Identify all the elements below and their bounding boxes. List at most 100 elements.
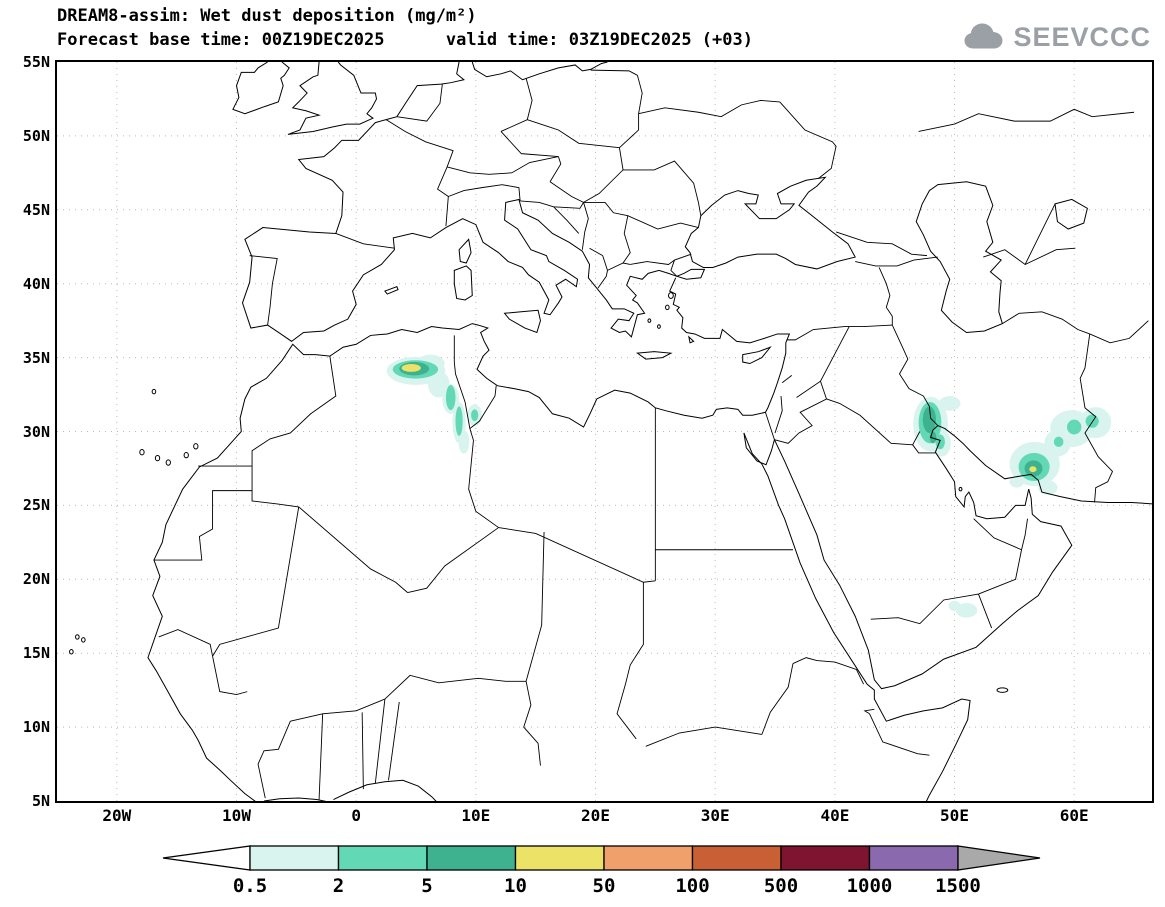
map-geometry: [524, 681, 541, 765]
map-geometry: [623, 216, 630, 263]
map-geometry: [978, 519, 1027, 594]
colorbar-segment: [603, 845, 694, 871]
map-geometry: [362, 712, 363, 789]
map-geometry: [550, 157, 561, 182]
map-geometry: [797, 327, 850, 398]
country-borders: [154, 70, 1148, 799]
map-geometry: [454, 335, 470, 428]
map-geometry: [264, 798, 331, 801]
map-geometry: [448, 185, 520, 201]
map-geometry: [689, 337, 694, 343]
map-canvas: [57, 62, 1152, 801]
lat-tick-label: 40N: [22, 274, 50, 293]
map-geometry: [582, 202, 588, 249]
map-geometry: [744, 426, 1152, 689]
colorbar-label: 2: [333, 875, 344, 897]
map-geometry: [591, 70, 642, 148]
map-geometry: [879, 267, 892, 325]
map-geometry: [1038, 480, 1058, 496]
lat-tick-label: 10N: [22, 718, 50, 737]
colorbar-segment: [691, 845, 782, 871]
colorbar-segment: [780, 845, 871, 871]
colorbar-segment: [337, 845, 428, 871]
map-geometry: [1025, 248, 1075, 264]
map-geometry: [646, 727, 762, 746]
map-geometry: [870, 714, 930, 755]
map-geometry: [140, 450, 144, 455]
map-geometry: [1080, 334, 1112, 502]
map-geometry: [997, 688, 1008, 692]
graticule: [57, 62, 1152, 801]
map-geometry: [82, 638, 86, 642]
colorbar-label: 10: [504, 875, 527, 897]
map-geometry: [666, 305, 670, 309]
lon-tick-label: 30E: [700, 806, 730, 825]
colorbar-label: 1000: [847, 875, 893, 897]
map-geometry: [978, 594, 991, 628]
map-geometry: [505, 310, 541, 332]
map-geometry: [159, 630, 213, 657]
lat-tick-label: 30N: [22, 422, 50, 441]
lat-tick-label: 5N: [31, 792, 50, 810]
map-geometry: [242, 62, 676, 341]
map-geometry: [855, 257, 938, 266]
map-geometry: [959, 487, 962, 491]
map-geometry: [677, 269, 705, 279]
lat-tick-label: 45N: [22, 200, 50, 219]
map-geometry: [948, 600, 961, 612]
map-geometry: [152, 389, 156, 393]
map-geometry: [526, 532, 544, 681]
lon-tick-label: 10W: [222, 806, 251, 825]
map-geometry: [336, 233, 395, 248]
map-geometry: [743, 347, 771, 363]
map-geometry: [194, 444, 198, 449]
map-geometry: [639, 100, 780, 116]
map-geometry: [155, 455, 159, 460]
map-geometry: [1055, 199, 1087, 229]
map-geometry: [445, 384, 456, 411]
map-geometry: [501, 131, 558, 156]
map-geometry: [166, 460, 170, 465]
map-geometry: [401, 363, 421, 372]
map-geometry: [916, 182, 1002, 333]
map-geometry: [1067, 419, 1082, 435]
map-geometry: [385, 287, 398, 294]
lon-tick-label: 20E: [581, 806, 610, 825]
colorbar-right-arrow: [957, 845, 1041, 871]
map-geometry: [782, 375, 792, 382]
map-geometry: [470, 386, 496, 429]
map-geometry: [617, 582, 643, 739]
colorbar-left-arrow: [162, 845, 251, 871]
colorbar-label: 100: [675, 875, 709, 897]
map-geometry: [290, 714, 322, 721]
map-geometry: [455, 406, 463, 436]
map-geometry: [213, 656, 248, 694]
map-geometry: [527, 120, 619, 148]
map-geometry: [70, 650, 74, 654]
map-geometry: [154, 491, 252, 560]
product-title: DREAM8-assim: Wet dust deposition (mg/m²…: [57, 6, 477, 26]
map-geometry: [865, 709, 875, 713]
colorbar-label: 50: [593, 875, 616, 897]
map-geometry: [892, 325, 937, 426]
map-geometry: [319, 699, 385, 800]
map-geometry: [184, 452, 188, 457]
map-geometry: [765, 412, 774, 439]
cloud-icon: [964, 23, 1003, 49]
map-geometry: [198, 356, 336, 466]
map-geometry: [775, 396, 782, 433]
map-geometry: [386, 120, 453, 167]
lat-tick-label: 55N: [22, 53, 50, 71]
colorbar-segment: [514, 845, 605, 871]
map-geometry: [554, 207, 579, 234]
map-geometry: [252, 466, 408, 593]
map-geometry: [1085, 414, 1099, 428]
colorbar: 0.5 2 5 10 50 100 500 1000 1500: [162, 845, 1041, 897]
map-geometry: [607, 263, 630, 270]
map-geometry: [938, 396, 961, 411]
map-geometry: [671, 260, 677, 276]
map-geometry: [793, 658, 864, 685]
map-geometry: [913, 445, 936, 453]
map-geometry: [974, 519, 1022, 550]
